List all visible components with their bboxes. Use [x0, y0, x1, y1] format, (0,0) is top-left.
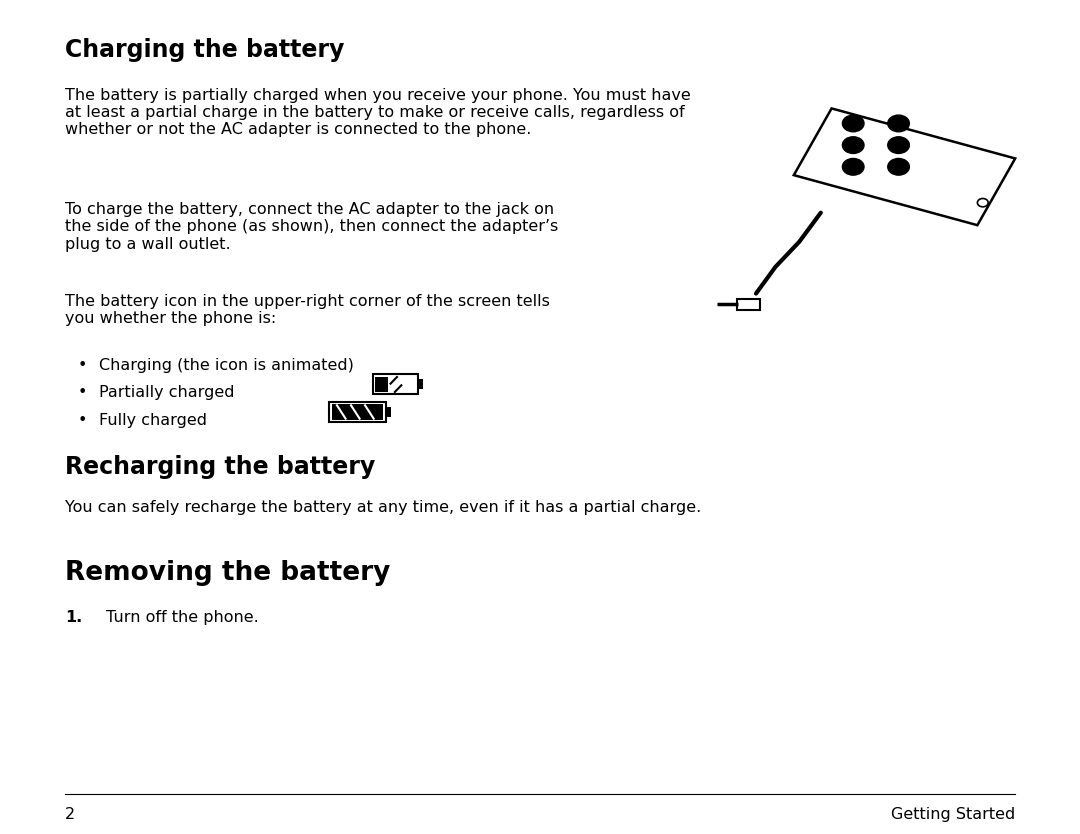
Circle shape: [888, 137, 909, 153]
Bar: [375, 377, 389, 392]
Text: To charge the battery, connect the AC adapter to the jack on
the side of the pho: To charge the battery, connect the AC ad…: [65, 202, 558, 252]
Bar: [418, 379, 423, 389]
Text: •: •: [78, 385, 87, 400]
Bar: [332, 404, 383, 420]
Bar: [373, 374, 418, 394]
Bar: [737, 299, 760, 310]
Text: The battery is partially charged when you receive your phone. You must have
at l: The battery is partially charged when yo…: [65, 88, 690, 138]
Text: Charging (the icon is animated): Charging (the icon is animated): [99, 358, 354, 373]
Text: 2: 2: [65, 807, 75, 822]
Circle shape: [888, 158, 909, 175]
Bar: [329, 402, 386, 422]
Text: The battery icon in the upper-right corner of the screen tells
you whether the p: The battery icon in the upper-right corn…: [65, 294, 550, 326]
Text: •: •: [78, 358, 87, 373]
Circle shape: [842, 137, 864, 153]
Text: Turn off the phone.: Turn off the phone.: [106, 610, 258, 626]
Text: Fully charged: Fully charged: [99, 413, 207, 428]
Bar: [386, 407, 391, 417]
Polygon shape: [794, 108, 1015, 225]
Text: •: •: [78, 413, 87, 428]
Text: Partially charged: Partially charged: [99, 385, 234, 400]
Text: Charging the battery: Charging the battery: [65, 38, 345, 62]
Circle shape: [842, 115, 864, 132]
Text: 1.: 1.: [65, 610, 82, 626]
Circle shape: [842, 158, 864, 175]
Circle shape: [888, 115, 909, 132]
Text: Recharging the battery: Recharging the battery: [65, 455, 375, 479]
Text: Removing the battery: Removing the battery: [65, 560, 390, 586]
Text: Getting Started: Getting Started: [891, 807, 1015, 822]
Text: You can safely recharge the battery at any time, even if it has a partial charge: You can safely recharge the battery at a…: [65, 500, 701, 515]
